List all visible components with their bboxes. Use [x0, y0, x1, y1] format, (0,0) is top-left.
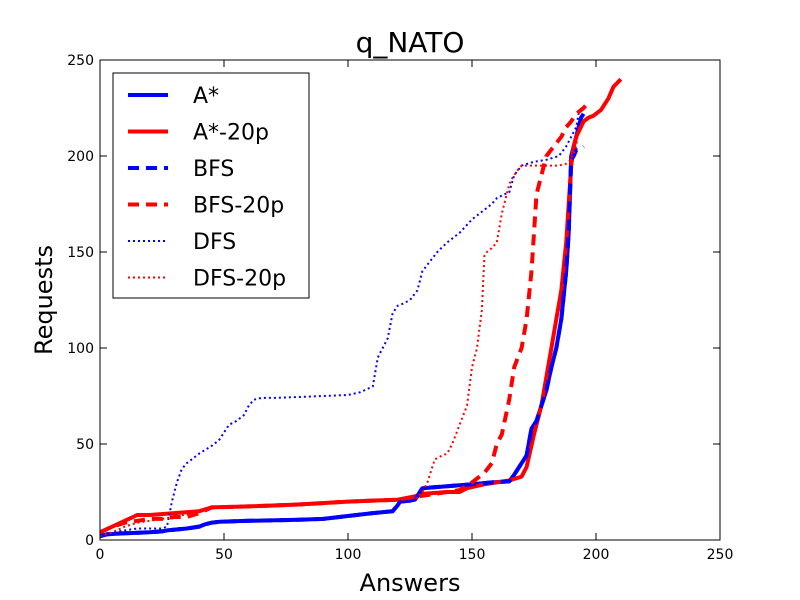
- legend-label: DFS-20p: [193, 267, 286, 292]
- plot-area: 0 50 100 150 200 250 0 50 100 150 200 250: [67, 53, 733, 563]
- y-axis-title: Requests: [30, 245, 58, 355]
- x-tick-label: 200: [583, 547, 610, 563]
- series-line-bfs-20p: [100, 100, 591, 535]
- x-axis-title: Answers: [360, 569, 461, 597]
- y-tick-label: 250: [67, 53, 94, 69]
- legend: A* A*-20p BFS BFS-20p DFS DFS-20p: [112, 72, 310, 299]
- x-tick-label: 250: [707, 547, 734, 563]
- y-tick-label: 0: [85, 533, 94, 549]
- series-line-dfs: [100, 113, 580, 538]
- ticks-layer: 0 50 100 150 200 250 0 50 100 150 200 250: [67, 53, 733, 563]
- y-tick-label: 50: [76, 437, 94, 453]
- legend-label: A*: [193, 84, 219, 109]
- chart-title: q_NATO: [356, 26, 465, 59]
- legend-label: BFS-20p: [193, 194, 284, 219]
- legend-label: BFS: [193, 157, 234, 182]
- plot-frame: [99, 59, 721, 541]
- legend-label: DFS: [193, 230, 236, 255]
- x-tick-label: 0: [96, 547, 105, 563]
- legend-box: [112, 72, 310, 299]
- y-tick-label: 200: [67, 149, 94, 165]
- legend-label: A*-20p: [193, 121, 269, 146]
- x-tick-label: 50: [215, 547, 233, 563]
- series-line-bfs: [100, 144, 585, 539]
- x-tick-label: 150: [459, 547, 486, 563]
- y-tick-label: 100: [67, 341, 94, 357]
- y-tick-label: 150: [67, 245, 94, 261]
- x-tick-label: 100: [335, 547, 362, 563]
- series-layer: [100, 77, 623, 539]
